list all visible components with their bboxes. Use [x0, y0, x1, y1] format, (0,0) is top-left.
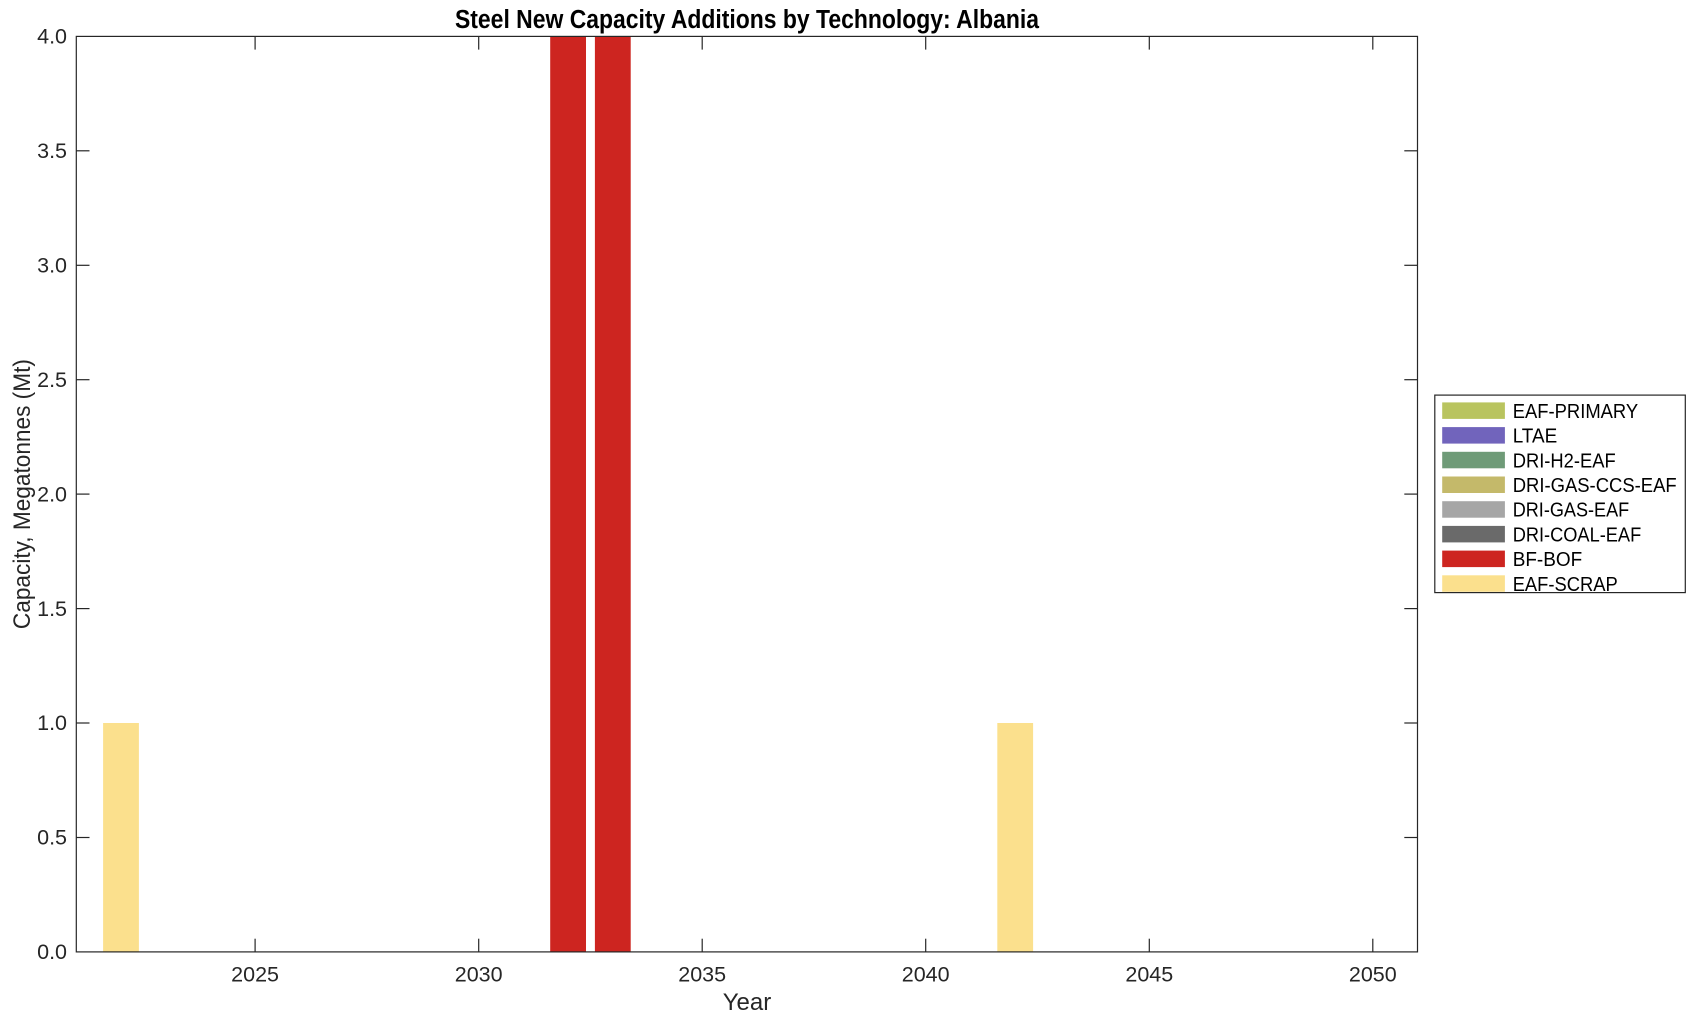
svg-text:2045: 2045	[1125, 962, 1173, 986]
svg-text:Year: Year	[723, 989, 772, 1016]
svg-text:EAF-PRIMARY: EAF-PRIMARY	[1513, 401, 1639, 423]
svg-text:DRI-COAL-EAF: DRI-COAL-EAF	[1513, 524, 1642, 546]
svg-text:Capacity, Megatonnes (Mt): Capacity, Megatonnes (Mt)	[9, 359, 36, 629]
svg-text:0.0: 0.0	[37, 940, 67, 964]
svg-text:BF-BOF: BF-BOF	[1513, 549, 1583, 571]
svg-text:1.0: 1.0	[37, 711, 67, 735]
svg-text:3.0: 3.0	[37, 254, 67, 278]
svg-text:3.5: 3.5	[37, 139, 67, 163]
svg-text:1.5: 1.5	[37, 597, 67, 621]
svg-text:2035: 2035	[678, 962, 726, 986]
svg-text:LTAE: LTAE	[1513, 426, 1558, 448]
svg-text:DRI-GAS-CCS-EAF: DRI-GAS-CCS-EAF	[1513, 475, 1677, 497]
svg-text:2030: 2030	[455, 962, 503, 986]
svg-text:4.0: 4.0	[37, 25, 67, 49]
svg-text:Steel New Capacity Additions b: Steel New Capacity Additions by Technolo…	[455, 6, 1040, 34]
svg-text:2025: 2025	[231, 962, 279, 986]
svg-text:EAF-SCRAP: EAF-SCRAP	[1513, 574, 1618, 596]
svg-text:0.5: 0.5	[37, 826, 67, 850]
svg-text:DRI-H2-EAF: DRI-H2-EAF	[1513, 450, 1616, 472]
svg-text:2.5: 2.5	[37, 368, 67, 392]
svg-text:DRI-GAS-EAF: DRI-GAS-EAF	[1513, 500, 1630, 522]
svg-text:2040: 2040	[902, 962, 950, 986]
svg-text:2050: 2050	[1349, 962, 1397, 986]
svg-text:2.0: 2.0	[37, 482, 67, 506]
